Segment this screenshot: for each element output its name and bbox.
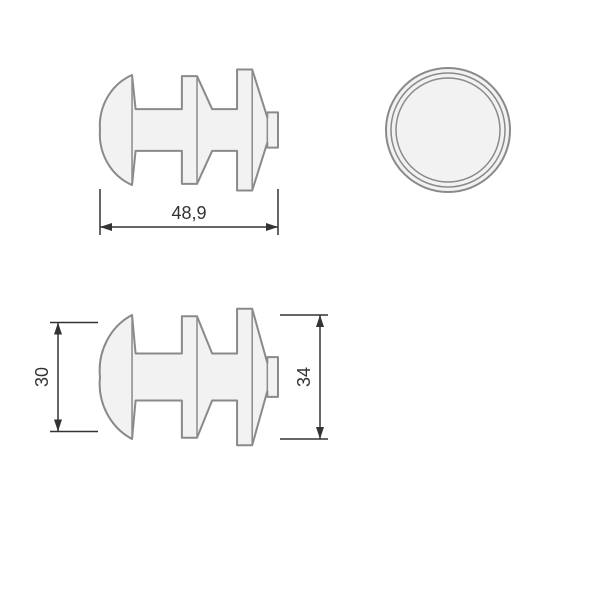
dim-height-left: 30 [32,367,52,387]
dim-height-right: 34 [294,367,314,387]
dim-width-top: 48,9 [171,203,206,223]
